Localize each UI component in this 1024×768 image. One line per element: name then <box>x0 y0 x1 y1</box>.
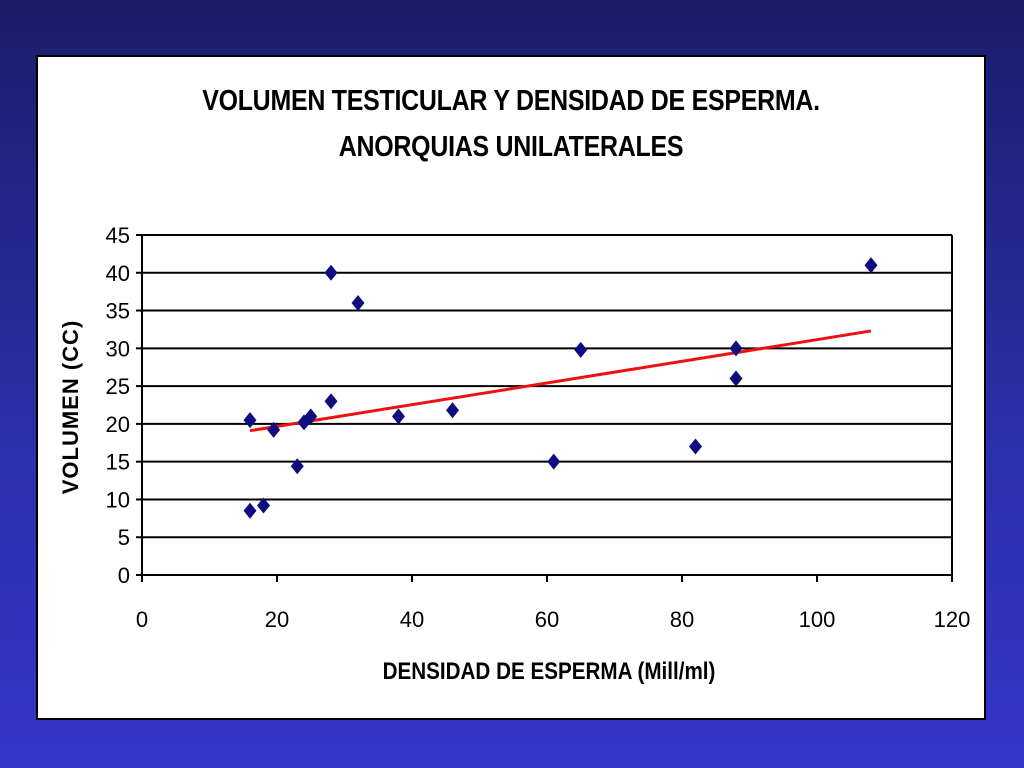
data-point <box>729 370 743 387</box>
data-points <box>243 257 878 519</box>
chart-title-line1: VOLUMEN TESTICULAR Y DENSIDAD DE ESPERMA… <box>202 85 820 117</box>
data-point <box>257 497 270 514</box>
data-point <box>689 438 702 455</box>
y-tick-label: 35 <box>106 299 130 324</box>
x-tick-label: 60 <box>535 607 559 632</box>
data-point <box>324 264 338 281</box>
x-tick-label: 80 <box>670 607 694 632</box>
data-point <box>729 340 743 357</box>
data-point <box>864 257 878 274</box>
data-point <box>446 402 459 419</box>
y-tick-label: 45 <box>106 223 130 248</box>
trendline <box>249 329 872 433</box>
data-point <box>267 421 281 438</box>
data-point <box>392 408 405 425</box>
x-axis-title: DENSIDAD DE ESPERMA (Mill/ml) <box>383 658 716 685</box>
x-tick-label: 20 <box>265 607 289 632</box>
y-tick-label: 20 <box>106 412 130 437</box>
axes <box>136 234 953 582</box>
x-tick-label: 100 <box>799 607 836 632</box>
y-axis-title: VOLUMEN (CC) <box>58 320 83 495</box>
y-tick-label: 40 <box>106 261 130 286</box>
chart-title-line2: ANORQUIAS UNILATERALES <box>338 131 684 163</box>
tick-labels: 0 5 10 15 20 25 30 35 40 45 0 20 40 60 80 100 120 <box>106 223 971 632</box>
data-point <box>547 453 561 470</box>
y-tick-label: 15 <box>106 450 130 475</box>
y-tick-label: 0 <box>118 563 130 588</box>
data-point <box>574 341 588 358</box>
x-tick-label: 40 <box>400 607 424 632</box>
chart-panel: VOLUMEN TESTICULAR Y DENSIDAD DE ESPERMA… <box>36 55 986 720</box>
y-tick-label: 30 <box>106 336 130 361</box>
x-tick-label: 0 <box>136 607 148 632</box>
y-tick-label: 10 <box>106 487 130 512</box>
data-point <box>290 458 304 475</box>
x-tick-label: 120 <box>934 607 971 632</box>
data-point <box>351 295 365 311</box>
trendline-layer <box>249 329 872 433</box>
y-tick-label: 5 <box>118 525 130 550</box>
data-point <box>304 408 318 425</box>
grid-lines <box>142 234 953 575</box>
data-point <box>324 393 338 410</box>
data-point <box>243 412 257 429</box>
data-point <box>243 502 257 519</box>
y-tick-label: 25 <box>106 374 130 399</box>
scatter-chart: 0 5 10 15 20 25 30 35 40 45 0 20 40 60 80 100 120 DENSID… <box>58 223 971 685</box>
